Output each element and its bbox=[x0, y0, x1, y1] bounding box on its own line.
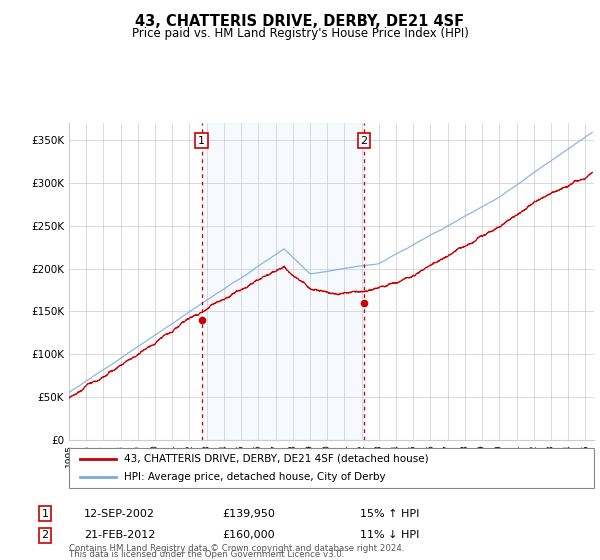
Text: 1: 1 bbox=[41, 508, 49, 519]
Text: This data is licensed under the Open Government Licence v3.0.: This data is licensed under the Open Gov… bbox=[69, 550, 344, 559]
Text: £139,950: £139,950 bbox=[222, 508, 275, 519]
Text: 2: 2 bbox=[41, 530, 49, 540]
Text: 43, CHATTERIS DRIVE, DERBY, DE21 4SF (detached house): 43, CHATTERIS DRIVE, DERBY, DE21 4SF (de… bbox=[124, 454, 429, 464]
Text: 15% ↑ HPI: 15% ↑ HPI bbox=[360, 508, 419, 519]
Text: 12-SEP-2002: 12-SEP-2002 bbox=[84, 508, 155, 519]
Text: £160,000: £160,000 bbox=[222, 530, 275, 540]
Text: 1: 1 bbox=[198, 136, 205, 146]
Text: 21-FEB-2012: 21-FEB-2012 bbox=[84, 530, 155, 540]
Bar bbox=[202, 123, 364, 440]
Text: 2: 2 bbox=[360, 136, 367, 146]
Text: 11% ↓ HPI: 11% ↓ HPI bbox=[360, 530, 419, 540]
Text: Contains HM Land Registry data © Crown copyright and database right 2024.: Contains HM Land Registry data © Crown c… bbox=[69, 544, 404, 553]
Text: HPI: Average price, detached house, City of Derby: HPI: Average price, detached house, City… bbox=[124, 473, 386, 482]
Text: 43, CHATTERIS DRIVE, DERBY, DE21 4SF: 43, CHATTERIS DRIVE, DERBY, DE21 4SF bbox=[136, 14, 464, 29]
Text: Price paid vs. HM Land Registry's House Price Index (HPI): Price paid vs. HM Land Registry's House … bbox=[131, 27, 469, 40]
FancyBboxPatch shape bbox=[69, 448, 594, 488]
